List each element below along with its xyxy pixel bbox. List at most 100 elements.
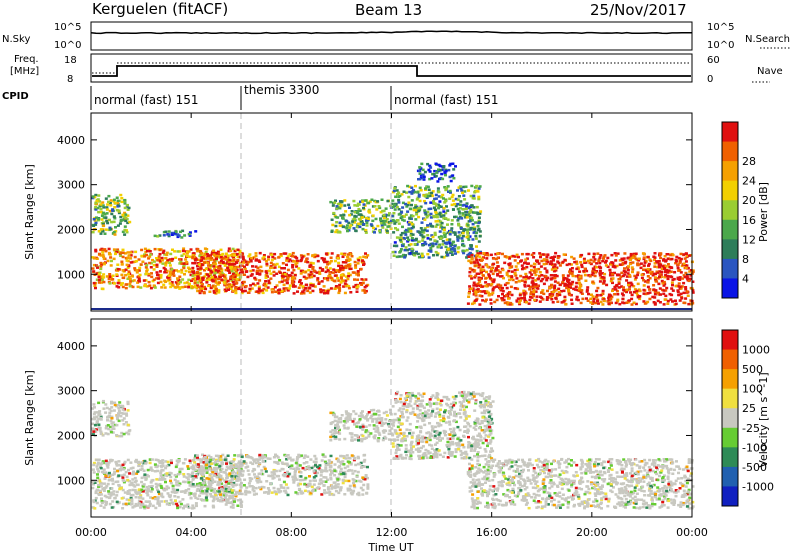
range-cell bbox=[427, 256, 431, 259]
range-cell bbox=[336, 276, 340, 280]
range-cell bbox=[628, 262, 632, 266]
range-cell bbox=[335, 221, 339, 224]
range-cell bbox=[503, 295, 506, 298]
range-cell bbox=[471, 211, 475, 214]
range-cell bbox=[288, 465, 291, 468]
range-cell bbox=[108, 209, 112, 213]
range-cell bbox=[584, 279, 588, 282]
range-cell bbox=[333, 474, 337, 477]
range-cell bbox=[339, 460, 343, 464]
range-cell bbox=[448, 175, 452, 179]
range-cell bbox=[151, 279, 155, 283]
range-cell bbox=[207, 454, 211, 458]
range-cell bbox=[188, 255, 192, 259]
range-cell bbox=[270, 491, 274, 494]
range-cell bbox=[513, 259, 517, 262]
range-cell bbox=[437, 235, 441, 239]
range-cell bbox=[656, 299, 660, 303]
range-cell bbox=[464, 207, 468, 210]
range-cell bbox=[501, 292, 504, 296]
range-cell bbox=[234, 494, 238, 498]
range-cell bbox=[577, 278, 581, 282]
range-cell bbox=[203, 285, 207, 289]
range-cell bbox=[137, 499, 141, 503]
range-cell bbox=[225, 476, 229, 480]
range-cell bbox=[565, 277, 569, 280]
velocity-cells bbox=[91, 390, 695, 510]
range-cell bbox=[156, 502, 160, 505]
range-cell bbox=[297, 487, 301, 491]
range-cell bbox=[127, 502, 131, 505]
range-cell bbox=[678, 276, 682, 279]
range-cell bbox=[288, 284, 292, 287]
range-cell bbox=[530, 296, 534, 299]
range-cell bbox=[479, 210, 483, 213]
range-cell bbox=[588, 275, 592, 278]
range-cell bbox=[154, 497, 158, 501]
range-cell bbox=[157, 460, 161, 463]
range-cell bbox=[112, 248, 116, 251]
range-cell bbox=[417, 193, 421, 196]
range-cell bbox=[438, 230, 442, 233]
range-cell bbox=[294, 477, 297, 480]
range-cell bbox=[246, 291, 250, 294]
range-cell bbox=[136, 470, 140, 473]
range-cell bbox=[580, 263, 584, 267]
range-cell bbox=[99, 267, 103, 271]
range-cell bbox=[232, 283, 236, 286]
range-cell bbox=[486, 291, 490, 295]
range-cell bbox=[106, 463, 110, 466]
range-cell bbox=[601, 259, 605, 263]
range-cell bbox=[625, 301, 629, 304]
range-cell bbox=[630, 283, 634, 287]
range-cell bbox=[147, 489, 151, 493]
range-cell bbox=[596, 286, 600, 290]
range-cell bbox=[448, 242, 452, 245]
range-cell bbox=[443, 201, 447, 204]
range-cell bbox=[227, 288, 230, 291]
range-cell bbox=[216, 454, 220, 458]
range-cell bbox=[341, 268, 345, 272]
range-cell bbox=[162, 249, 166, 253]
range-cell bbox=[117, 484, 121, 487]
range-cell bbox=[664, 259, 668, 262]
range-cell bbox=[467, 206, 471, 210]
range-cell bbox=[480, 259, 483, 262]
range-cell bbox=[203, 479, 207, 482]
range-cell bbox=[222, 490, 226, 493]
range-cell bbox=[353, 485, 357, 489]
range-cell bbox=[616, 252, 620, 255]
range-cell bbox=[339, 488, 343, 491]
range-cell bbox=[264, 470, 268, 473]
range-cell bbox=[461, 249, 465, 252]
range-cell bbox=[320, 493, 324, 496]
range-cell bbox=[508, 257, 511, 260]
range-cell bbox=[144, 284, 147, 287]
range-cell bbox=[183, 273, 186, 276]
range-cell bbox=[195, 484, 199, 487]
range-cell bbox=[111, 274, 115, 277]
range-cell bbox=[347, 221, 351, 225]
range-cell bbox=[168, 261, 172, 264]
range-cell bbox=[418, 206, 422, 210]
range-cell bbox=[116, 480, 120, 483]
range-cell bbox=[467, 255, 471, 258]
range-cell bbox=[178, 258, 181, 261]
range-cell bbox=[102, 489, 106, 492]
range-cell bbox=[468, 290, 471, 294]
range-cell bbox=[283, 267, 286, 270]
y-tick-label: 3000 bbox=[57, 179, 85, 192]
range-cell bbox=[96, 463, 100, 466]
range-cell bbox=[299, 292, 303, 295]
range-cell bbox=[448, 233, 452, 236]
range-cell bbox=[252, 493, 256, 496]
range-cell bbox=[362, 223, 366, 226]
range-cell bbox=[246, 469, 250, 472]
range-cell bbox=[459, 200, 463, 203]
range-cell bbox=[516, 262, 520, 265]
range-cell bbox=[507, 269, 511, 273]
range-cell bbox=[123, 211, 127, 215]
range-cell bbox=[475, 205, 479, 209]
range-cell bbox=[530, 273, 534, 276]
